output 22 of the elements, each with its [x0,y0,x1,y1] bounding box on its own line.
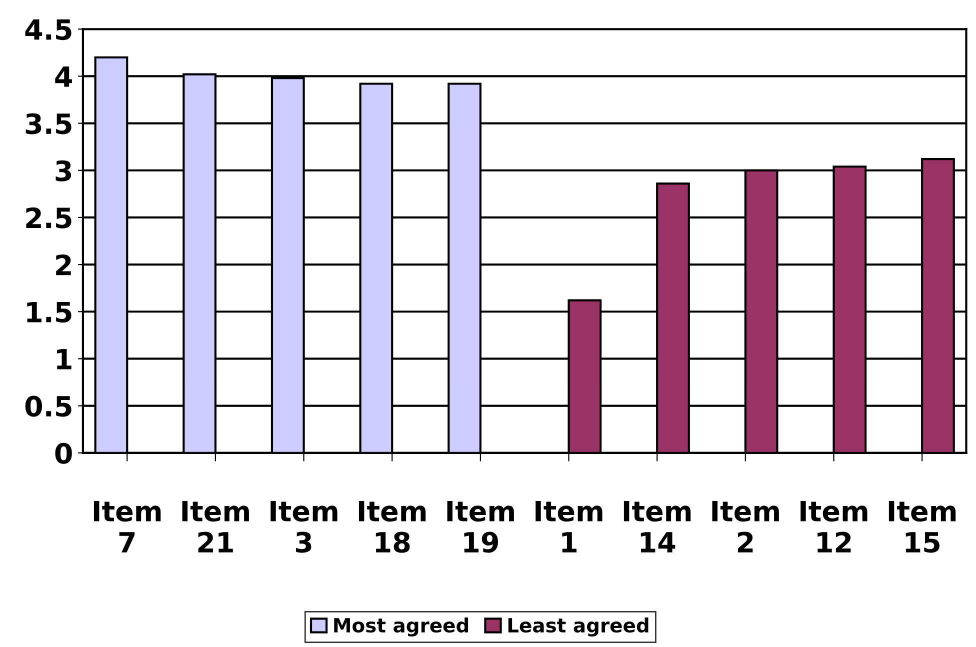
x-tick-label: Item 21 [182,500,249,552]
y-tick-label: 4.5 [25,19,72,40]
y-tick-label: 0.5 [25,396,72,417]
y-tick-label: 1.5 [27,302,72,323]
y-tick-label: 3 [56,160,72,182]
x-tick-label: Item 12 [800,500,868,552]
x-tick-label: Item 19 [447,500,514,553]
x-tick-label: Item 18 [358,500,426,553]
y-tick-label: 2.5 [26,207,72,228]
legend-label: Least agreed [508,618,648,637]
legend-label: Most agreed [334,618,468,637]
x-tick-label: Item 14 [624,500,691,552]
y-tick-label: 1 [57,349,72,370]
x-tick-label: Item 15 [888,500,956,553]
x-tick-label: Item 1 [536,500,602,552]
y-tick-label: 2 [56,254,71,276]
y-tick-label: 4 [55,66,72,87]
x-tick-label: Item 3 [270,500,338,553]
x-tick-label: Item 7 [94,500,161,552]
x-tick-label: Item 2 [712,500,779,552]
y-tick-label: 3.5 [26,113,72,134]
y-tick-label: 0 [55,442,72,464]
